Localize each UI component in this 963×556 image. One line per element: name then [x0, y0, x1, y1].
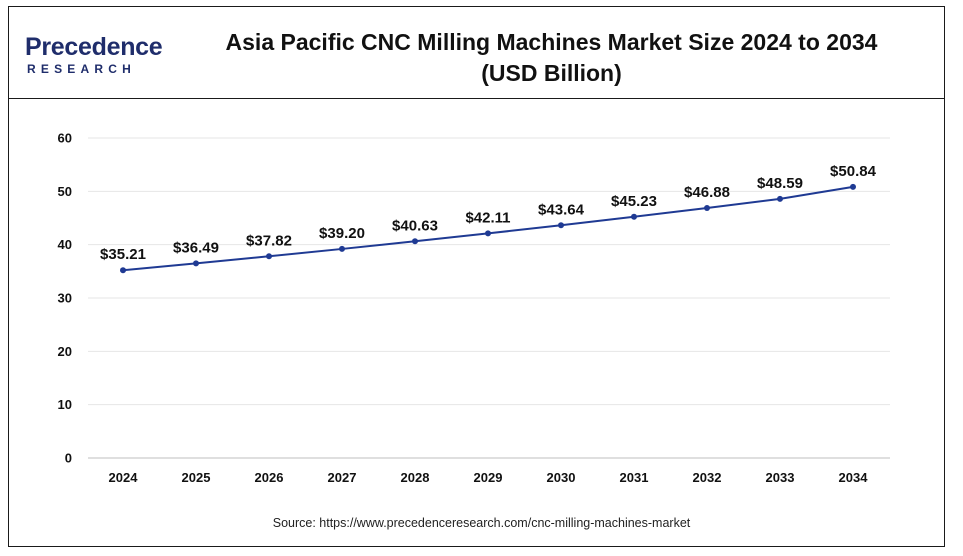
chart-gridlines: [88, 137, 890, 406]
x-tick-label: 2034: [839, 470, 869, 485]
y-tick-label: 60: [58, 131, 72, 146]
x-tick-label: 2033: [766, 470, 795, 485]
data-point: [558, 222, 564, 229]
data-label: $45.23: [611, 193, 657, 210]
y-tick-label: 30: [58, 291, 72, 306]
x-tick-label: 2029: [474, 470, 503, 485]
logo-wordmark: Precedence: [25, 33, 163, 61]
data-point: [266, 253, 272, 260]
logo-subtitle: RESEARCH: [27, 62, 136, 76]
x-tick-label: 2025: [182, 470, 211, 485]
precedence-research-logo: Precedence RESEARCH: [25, 33, 175, 83]
x-tick-label: 2024: [109, 470, 139, 485]
data-point: [120, 267, 126, 274]
data-point: [339, 245, 345, 252]
x-tick-label: 2026: [255, 470, 284, 485]
data-label: $42.11: [465, 209, 510, 226]
data-label: $36.49: [173, 239, 219, 256]
data-label: $39.20: [319, 225, 365, 242]
data-point: [850, 183, 856, 190]
x-tick-label: 2031: [620, 470, 649, 485]
y-tick-label: 0: [65, 451, 72, 466]
chart-frame: Precedence RESEARCH Asia Pacific CNC Mil…: [8, 6, 945, 547]
data-point: [412, 238, 418, 245]
y-tick-label: 20: [58, 344, 72, 359]
data-label: $50.84: [830, 163, 877, 180]
source-note: Source: https://www.precedenceresearch.c…: [272, 516, 691, 530]
x-tick-label: 2027: [328, 470, 357, 485]
x-axis: 2024 2025 2026 2027 2028 2029 2030 2031 2032 2033…: [88, 457, 890, 485]
y-tick-label: 50: [58, 184, 72, 199]
chart-title-line-2: (USD Billion): [481, 60, 622, 86]
data-point: [193, 260, 199, 267]
chart-series: $35.21 $36.49 $37.82 $39.20 $40.63 $42.11 $43.…: [100, 163, 877, 274]
data-point: [777, 195, 783, 202]
data-point: [631, 213, 637, 220]
data-label: $40.63: [392, 217, 438, 234]
y-tick-label: 10: [58, 397, 72, 412]
y-tick-label: 40: [58, 237, 72, 252]
series-line: [122, 185, 854, 272]
data-label: $48.59: [757, 175, 803, 192]
data-label: $46.88: [684, 184, 730, 201]
data-label: $43.64: [538, 201, 585, 218]
x-tick-label: 2030: [547, 470, 576, 485]
chart-title: Asia Pacific CNC Milling Machines Market…: [189, 27, 914, 89]
data-label: $37.82: [246, 232, 292, 249]
y-axis: 0 10 20 30 40 50 60: [58, 131, 72, 466]
data-label: $35.21: [100, 246, 146, 263]
x-tick-label: 2028: [401, 470, 430, 485]
data-point: [704, 204, 710, 211]
chart-header: Precedence RESEARCH Asia Pacific CNC Mil…: [9, 7, 944, 99]
data-point: [485, 230, 491, 237]
chart-title-line-1: Asia Pacific CNC Milling Machines Market…: [225, 29, 878, 55]
x-tick-label: 2032: [693, 470, 722, 485]
